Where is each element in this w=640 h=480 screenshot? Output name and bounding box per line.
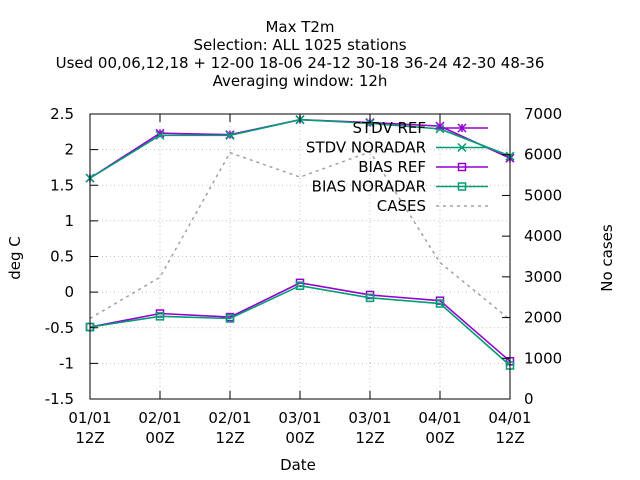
data-point [155,130,165,140]
x-tick-label: 04/01 [418,409,461,427]
y-tick-label: 1 [64,212,74,230]
data-point [295,281,305,290]
y-tick-label: 2 [64,141,74,159]
x-tick-label: 12Z [355,429,384,447]
data-point [457,162,467,172]
legend-item: CASES [377,197,488,215]
legend-item: BIAS NORADAR [312,178,488,196]
data-point [457,182,467,191]
x-tick-label: 04/01 [488,409,531,427]
x-tick-label: 00Z [145,429,174,447]
y-tick-label: 1.5 [50,176,74,194]
x-tick-label: 12Z [75,429,104,447]
title-line: Used 00,06,12,18 + 12-00 18-06 24-12 30-… [56,54,545,72]
data-point-stroke [155,130,165,140]
x-tick-label: 03/01 [278,409,321,427]
x-tick-label: 02/01 [208,409,251,427]
y2-tick-label: 5000 [524,186,562,204]
y-tick-label: -0.5 [45,319,74,337]
legend-label: BIAS NORADAR [312,178,426,196]
y2-tick-label: 3000 [524,268,562,286]
title-line: Selection: ALL 1025 stations [193,36,406,54]
x-tick-label: 03/01 [348,409,391,427]
x-tick-label: 00Z [285,429,314,447]
title-line: Averaging window: 12h [213,72,388,90]
legend-label: BIAS REF [358,158,426,176]
legend-item: STDV REF [352,119,488,137]
data-point-stroke [457,142,467,153]
data-point [435,124,445,134]
data-point-stroke [435,124,445,134]
grid [90,114,510,399]
y2-tick-label: 2000 [524,309,562,327]
series-stdv-ref [85,115,515,183]
data-point [225,130,235,140]
legend-item: BIAS REF [358,158,488,176]
y-tick-label: 2.5 [50,105,74,123]
y-tick-label: 0 [64,283,74,301]
data-point [435,299,445,308]
x-axis-label: Date [280,456,316,474]
data-point-stroke [365,118,375,128]
y2-tick-label: 0 [524,390,534,408]
data-point [155,312,165,321]
y2-tick-label: 7000 [524,105,562,123]
legend-item: STDV NORADAR [306,139,488,157]
data-point [457,142,467,153]
title-line: Max T2m [265,18,334,36]
data-point-stroke [225,130,235,140]
series-line [89,284,511,367]
legend-label: STDV NORADAR [306,139,426,157]
x-tick-label: 00Z [425,429,454,447]
x-tick-label: 02/01 [138,409,181,427]
legend-label: STDV REF [352,119,426,137]
data-point [457,123,467,133]
series-stdv-noradar [85,115,515,183]
y-tick-label: -1 [59,354,74,372]
axes: 2.5 2 1.5 1 0.5 0 -0.5 -1 -1.5 7000 6000 5000 4000 30… [45,105,562,447]
y2-tick-label: 1000 [524,349,562,367]
data-point [225,314,235,323]
x-tick-label: 12Z [495,429,524,447]
y2-axis-label: No cases [598,224,616,292]
data-point [365,293,375,303]
y2-tick-label: 6000 [524,146,562,164]
y-tick-label: -1.5 [45,390,74,408]
y-tick-label: 0.5 [50,248,74,266]
legend-label: CASES [377,197,426,215]
x-tick-label: 01/01 [68,409,111,427]
y2-tick-label: 4000 [524,227,562,245]
y-axis-label: deg C [6,236,24,280]
data-point [365,118,375,128]
x-tick-label: 12Z [215,429,244,447]
series-bias-noradar [85,281,515,370]
